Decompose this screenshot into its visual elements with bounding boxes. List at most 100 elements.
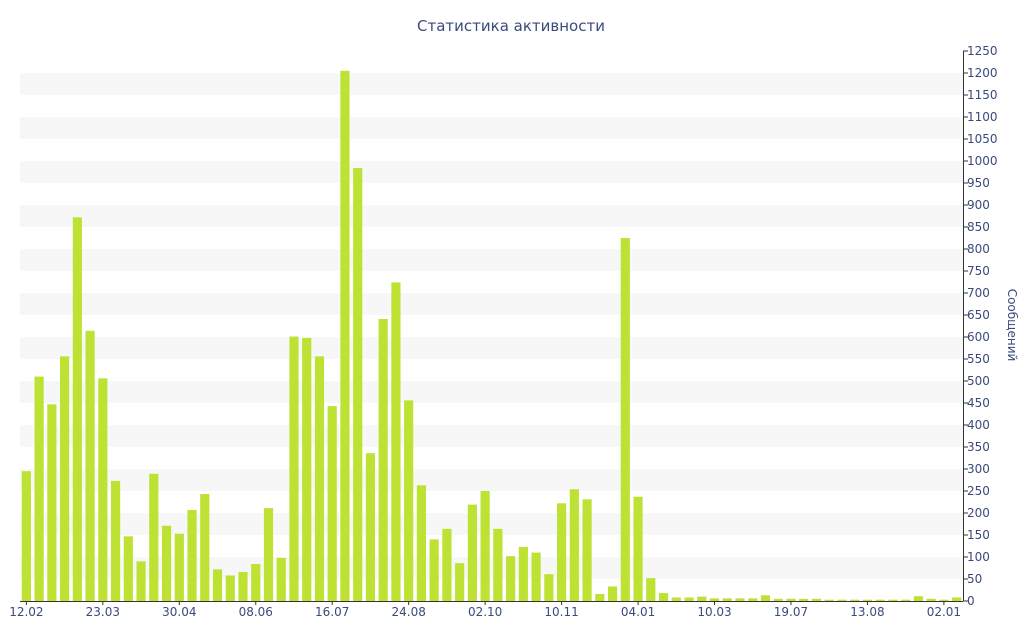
y-tick-label: 850 [967,220,990,234]
bar [799,598,809,601]
x-tick-label: 04.01 [621,605,655,619]
bar [276,557,286,601]
bar [901,599,911,601]
bar [98,378,108,601]
y-tick-label: 1200 [967,66,998,80]
bar [506,556,516,601]
bars [21,70,962,602]
bar [620,238,630,601]
bar [722,598,732,601]
bar [238,571,248,601]
bar [149,473,159,601]
x-tick-label: 02.10 [468,605,502,619]
bar [850,599,860,601]
y-tick-label: 750 [967,264,990,278]
bar [671,597,681,601]
bar [684,597,694,601]
bar [353,168,363,602]
grid-band [20,337,963,359]
y-tick-label: 1000 [967,154,998,168]
x-tick-label: 02.01 [927,605,961,619]
y-tick-label: 900 [967,198,990,212]
grid-band [20,513,963,535]
bar [697,596,707,601]
bar [212,569,223,601]
bar [607,586,618,601]
bar [378,318,388,601]
grid-band [20,381,963,403]
bar [327,406,337,601]
x-tick-label: 19.07 [774,605,808,619]
bar [544,574,554,601]
bar [442,528,452,601]
y-tick-label: 0 [967,594,975,608]
bar [136,561,146,601]
y-tick-label: 200 [967,506,990,520]
bar [365,453,376,601]
y-tick-label: 800 [967,242,990,256]
bar [824,599,834,601]
x-tick-label: 12.02 [9,605,43,619]
bar [748,598,758,601]
x-tick-label: 24.08 [391,605,425,619]
bar [939,599,949,601]
bar [47,404,57,601]
axes: 0 50 100 150 200 250 300 350 400 450 500 550 600 650 7… [9,44,997,619]
bar [34,376,44,601]
grid-band [20,205,963,227]
grid-band [20,469,963,491]
y-tick-label: 1100 [967,110,998,124]
bar [455,563,465,601]
grid-band [20,249,963,271]
bar [952,597,962,601]
bar [85,330,95,601]
bar [811,598,822,601]
y-tick-label: 1250 [967,44,998,58]
x-tick-label: 16.07 [315,605,349,619]
x-tick-label: 23.03 [86,605,120,619]
grid-band [20,425,963,447]
y-tick-label: 600 [967,330,990,344]
x-tick-label: 10.03 [697,605,731,619]
bar [595,593,605,601]
bar [123,536,133,601]
bar [314,356,325,601]
y-tick-label: 350 [967,440,990,454]
bar [72,217,82,601]
y-axis-title: Сообщений [1005,289,1019,362]
bar [467,504,477,601]
grid-band [20,117,963,139]
y-tick-label: 500 [967,374,990,388]
y-tick-label: 1150 [967,88,998,102]
bar [658,593,669,601]
bar [557,503,567,601]
bar [837,599,847,601]
bar [340,70,350,602]
bar [480,491,490,601]
bar [913,596,923,601]
bar [633,496,643,601]
x-tick-label: 08.06 [239,605,273,619]
x-tick-label: 30.04 [162,605,196,619]
bar [60,356,70,601]
bar [773,598,783,601]
y-tick-label: 550 [967,352,990,366]
grid-band [20,293,963,315]
bar [187,509,197,601]
y-tick-label: 1050 [967,132,998,146]
bar [569,489,579,601]
bar [786,598,796,601]
bar [110,480,121,601]
bar [391,282,401,601]
bar [531,552,541,601]
bar [760,595,771,601]
bar [161,525,172,601]
y-tick-label: 400 [967,418,990,432]
bar [21,471,31,601]
bar [646,578,656,601]
bar [200,494,210,601]
bar [862,599,873,601]
y-tick-label: 100 [967,550,990,564]
bar [582,499,592,601]
